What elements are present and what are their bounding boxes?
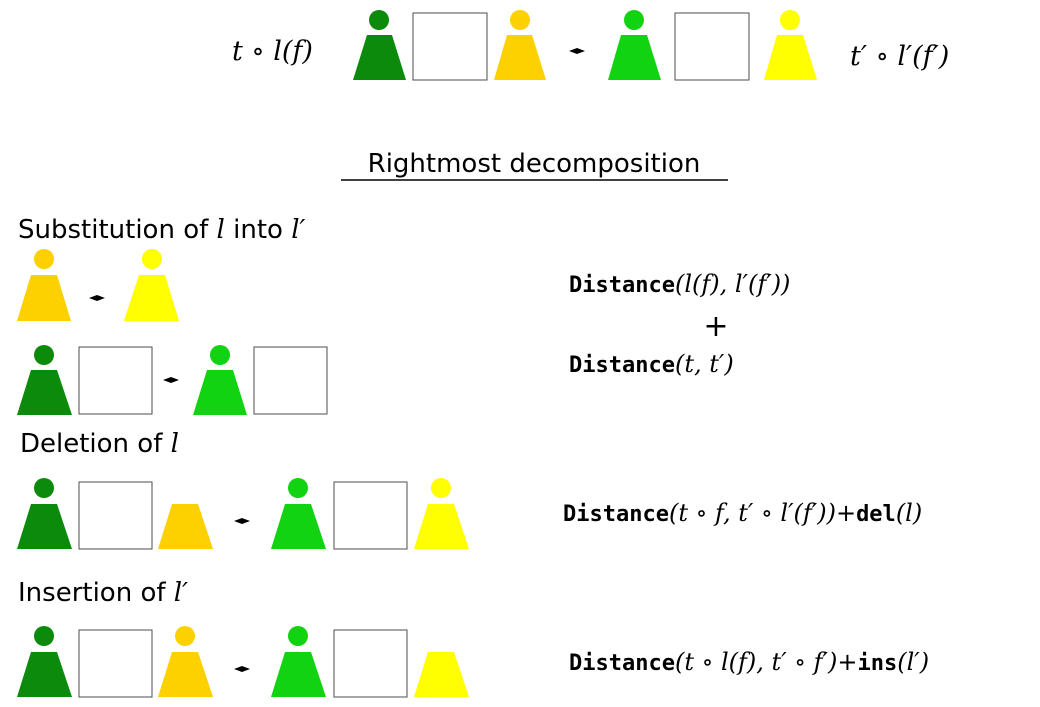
top-person-yellow (764, 10, 817, 80)
substitution-title: Substitution of l into l′ (18, 215, 306, 245)
substitution-title-mid: into (225, 215, 291, 245)
sub-row2-person-dark-green (17, 345, 72, 415)
insertion-formula-fn: Distance (569, 651, 675, 676)
sub-row2-double-arrow-icon (162, 376, 180, 384)
top-person-bright-green (608, 10, 661, 80)
top-person-dark-green (353, 10, 406, 80)
substitution-plus: + (703, 309, 728, 344)
top-left-label: t ∘ l(f) (232, 36, 313, 67)
top-box-left (412, 12, 488, 81)
ins-double-arrow-icon (233, 665, 251, 673)
ins-person-orange-yellow (158, 626, 213, 697)
deletion-formula-args2: (l) (896, 499, 922, 527)
deletion-formula-fn2: del (856, 502, 896, 527)
substitution-title-var1: l (217, 215, 225, 245)
sub-row1-double-arrow-icon (88, 294, 106, 302)
del-box-right (333, 481, 408, 550)
substitution-formula-line1-fn: Distance (569, 273, 675, 298)
insertion-title-pre: Insertion of (18, 578, 174, 608)
substitution-title-pre: Substitution of (18, 215, 217, 245)
del-person-bright-green (271, 478, 326, 549)
sub-row2-box-right (253, 346, 328, 415)
deletion-title-pre: Deletion of (20, 429, 171, 459)
ins-box-left (78, 629, 153, 698)
del-double-arrow-icon (233, 517, 251, 525)
top-box-right (674, 12, 750, 81)
del-box-left (78, 481, 153, 550)
sub-row2-person-bright-green (193, 345, 247, 415)
deletion-title-var: l (171, 429, 179, 459)
deletion-formula-fn: Distance (563, 502, 669, 527)
top-double-arrow-icon (568, 47, 586, 55)
deletion-formula: Distance(t ∘ f, t′ ∘ l′(f′))+del(l) (563, 499, 922, 527)
insertion-formula-args2: (l′) (897, 648, 929, 676)
ins-person-bright-green (271, 626, 326, 697)
insertion-formula-args: (t ∘ l(f), t′ ∘ f′) (675, 648, 837, 676)
sub-row1-person-orange-yellow (17, 249, 71, 321)
insertion-title: Insertion of l′ (18, 578, 188, 608)
del-person-dark-green (17, 478, 72, 549)
substitution-title-var2: l′ (291, 215, 305, 245)
top-person-orange-yellow (494, 10, 546, 80)
insertion-formula-fn2: ins (857, 651, 897, 676)
heading: Rightmost decomposition (368, 149, 701, 179)
sub-row1-person-yellow (124, 249, 179, 321)
del-person-yellow (414, 478, 469, 549)
deletion-formula-op: + (836, 499, 856, 527)
substitution-formula-line1: Distance(l(f), l′(f′)) (569, 270, 790, 298)
ins-box-right (333, 629, 408, 698)
insertion-title-var: l′ (174, 578, 188, 608)
insertion-formula: Distance(t ∘ l(f), t′ ∘ f′)+ins(l′) (569, 648, 929, 676)
top-right-label: t′ ∘ l′(f′) (850, 41, 949, 72)
substitution-formula-line2-args: (t, t′) (675, 350, 734, 378)
deletion-formula-args: (t ∘ f, t′ ∘ l′(f′)) (669, 499, 836, 527)
substitution-formula-line2-fn: Distance (569, 353, 675, 378)
ins-person-yellow-body (414, 652, 469, 697)
substitution-formula-line2: Distance(t, t′) (569, 350, 734, 378)
deletion-title: Deletion of l (20, 429, 179, 459)
del-person-orange-yellow-body (158, 504, 213, 549)
sub-row2-box-left (78, 346, 153, 415)
insertion-formula-op: + (837, 648, 857, 676)
substitution-formula-line1-args: (l(f), l′(f′)) (675, 270, 790, 298)
ins-person-dark-green (17, 626, 72, 697)
